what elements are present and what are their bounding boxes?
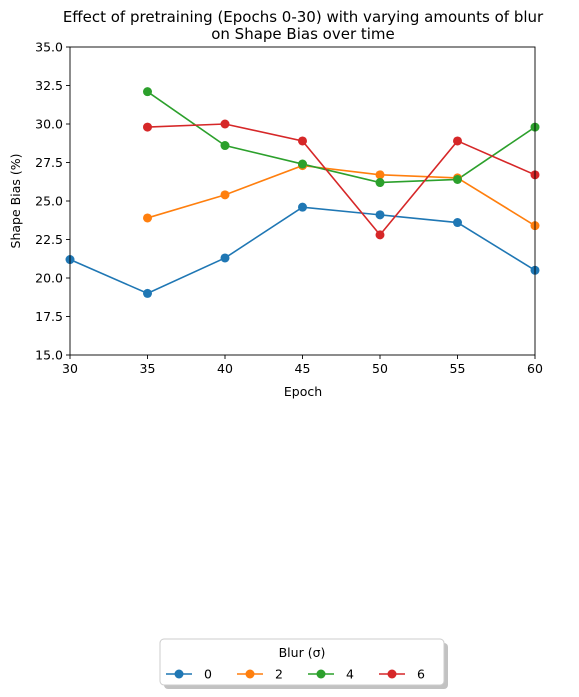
y-tick-label-30: 30.0: [35, 117, 63, 132]
x-tick-label-30: 30: [62, 361, 78, 376]
data-point-blur-6-epoch-40: [220, 119, 230, 129]
x-tick-label-35: 35: [140, 361, 156, 376]
legend-marker-blur-0: [174, 669, 184, 679]
y-axis-label: Shape Bias (%): [8, 154, 23, 249]
data-point-blur-4-epoch-55: [453, 174, 462, 184]
data-point-blur-2-epoch-40: [220, 190, 230, 200]
x-tick-label-60: 60: [527, 361, 543, 376]
y-tick-label-15: 15.0: [35, 348, 63, 363]
x-tick-label-45: 45: [295, 361, 311, 376]
y-tick-label-22.5: 22.5: [35, 232, 63, 247]
data-point-blur-0-epoch-40: [220, 253, 230, 263]
axes-frame: [69, 46, 536, 356]
data-point-blur-6-epoch-35: [143, 122, 152, 132]
data-point-blur-2-epoch-50: [375, 170, 385, 180]
legend-label-blur-4: 4: [346, 667, 354, 682]
chart-title-line-2: on Shape Bias over time: [211, 25, 395, 43]
x-tick-label-55: 55: [450, 361, 466, 376]
data-point-blur-4-epoch-45: [298, 159, 307, 169]
series-line-blur-6: [147, 123, 536, 237]
series-line-blur-0: [69, 206, 536, 295]
y-tick-label-35: 35.0: [35, 40, 63, 55]
legend-marker-blur-4: [316, 669, 326, 679]
legend-label-blur-0: 0: [204, 667, 212, 682]
series-line-blur-2: [147, 164, 536, 227]
series-line-blur-4: [147, 91, 536, 184]
data-point-blur-6-epoch-45: [298, 136, 307, 146]
legend-title: Blur (σ): [279, 645, 326, 660]
x-tick-label-50: 50: [372, 361, 388, 376]
chart-title-line-1: Effect of pretraining (Epochs 0-30) with…: [63, 8, 544, 26]
plot-area: 30 35 40 45 50 55 60 15.0 17.5 20.0 22.5 25.0 27.5 30…: [35, 40, 543, 377]
data-point-blur-2-epoch-35: [143, 213, 152, 223]
legend: Blur (σ) 0 2 4 6: [159, 638, 448, 689]
x-axis-label: Epoch: [284, 384, 322, 399]
data-point-blur-6-epoch-50: [375, 230, 385, 240]
y-tick-label-27.5: 27.5: [35, 155, 63, 170]
data-point-blur-4-epoch-35: [143, 87, 152, 97]
data-point-blur-0-epoch-35: [143, 288, 152, 298]
data-point-blur-4-epoch-50: [375, 178, 385, 188]
legend-marker-blur-2: [245, 669, 255, 679]
data-point-blur-0-epoch-55: [453, 218, 462, 228]
data-point-blur-0-epoch-45: [298, 202, 307, 212]
data-point-blur-6-epoch-55: [453, 136, 462, 146]
x-tick-label-40: 40: [217, 361, 233, 376]
legend-frame: [159, 638, 445, 686]
legend-label-blur-6: 6: [417, 667, 425, 682]
y-tick-label-32.5: 32.5: [35, 78, 63, 93]
y-tick-label-25: 25.0: [35, 194, 63, 209]
data-point-blur-0-epoch-50: [375, 210, 385, 220]
y-tick-label-17.5: 17.5: [35, 309, 63, 324]
legend-items: 0 2 4 6: [166, 667, 425, 682]
y-tick-label-20: 20.0: [35, 271, 63, 286]
legend-marker-blur-6: [387, 669, 397, 679]
data-point-blur-4-epoch-40: [220, 141, 230, 151]
legend-label-blur-2: 2: [275, 667, 283, 682]
